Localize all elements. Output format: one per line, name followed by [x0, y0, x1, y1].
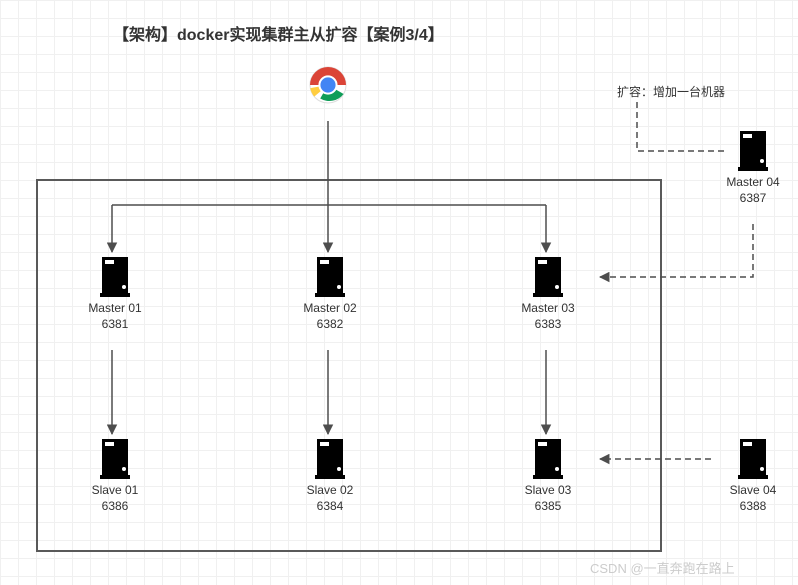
server-icon: [315, 257, 345, 297]
node-slave01: Slave 01 6386: [75, 439, 155, 514]
server-icon: [738, 131, 768, 171]
node-name: Master 02: [303, 301, 356, 315]
node-label: Slave 01 6386: [75, 483, 155, 514]
server-icon: [533, 257, 563, 297]
node-master01: Master 01 6381: [75, 257, 155, 332]
node-slave03: Slave 03 6385: [508, 439, 588, 514]
node-port: 6387: [740, 191, 767, 205]
node-label: Slave 02 6384: [290, 483, 370, 514]
node-label: Master 04 6387: [713, 175, 793, 206]
node-port: 6383: [535, 317, 562, 331]
node-slave02: Slave 02 6384: [290, 439, 370, 514]
node-name: Master 04: [726, 175, 779, 189]
node-name: Master 01: [88, 301, 141, 315]
server-icon: [315, 439, 345, 479]
expand-annotation: 扩容：增加一台机器: [617, 83, 725, 100]
node-slave04: Slave 04 6388: [713, 439, 793, 514]
chrome-icon: [310, 67, 346, 108]
node-port: 6382: [317, 317, 344, 331]
diagram-title: 【架构】docker实现集群主从扩容【案例3/4】: [113, 21, 444, 45]
node-port: 6386: [102, 499, 129, 513]
server-icon: [100, 257, 130, 297]
watermark: CSDN @一直奔跑在路上: [590, 558, 735, 577]
server-icon: [738, 439, 768, 479]
annotation-text: 扩容：增加一台机器: [617, 85, 725, 99]
server-icon: [100, 439, 130, 479]
node-master03: Master 03 6383: [508, 257, 588, 332]
node-port: 6388: [740, 499, 767, 513]
title-text: 【架构】docker实现集群主从扩容【案例3/4】: [113, 27, 444, 44]
node-label: Slave 03 6385: [508, 483, 588, 514]
node-name: Slave 02: [307, 483, 354, 497]
node-master04: Master 04 6387: [713, 131, 793, 206]
node-master02: Master 02 6382: [290, 257, 370, 332]
node-label: Slave 04 6388: [713, 483, 793, 514]
node-port: 6381: [102, 317, 129, 331]
node-label: Master 01 6381: [75, 301, 155, 332]
node-name: Slave 04: [730, 483, 777, 497]
node-name: Master 03: [521, 301, 574, 315]
node-port: 6385: [535, 499, 562, 513]
server-icon: [533, 439, 563, 479]
node-label: Master 02 6382: [290, 301, 370, 332]
node-label: Master 03 6383: [508, 301, 588, 332]
node-name: Slave 03: [525, 483, 572, 497]
node-name: Slave 01: [92, 483, 139, 497]
node-port: 6384: [317, 499, 344, 513]
watermark-text: CSDN @一直奔跑在路上: [590, 561, 735, 576]
